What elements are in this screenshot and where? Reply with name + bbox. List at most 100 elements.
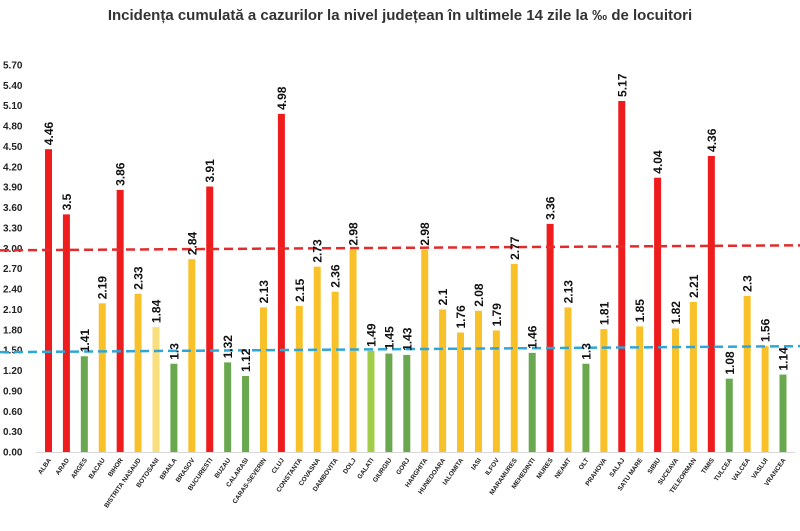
bar-prahova [600,329,608,452]
bar-satu-mare [636,326,644,452]
data-label: 2.19 [96,276,110,300]
x-tick-label: ALBA [37,457,53,476]
bar-vaslui [761,346,769,452]
y-tick-label: 4.50 [3,142,23,153]
data-label: 4.04 [651,150,665,174]
bar-valcea [743,295,751,452]
data-label: 2.36 [329,264,343,288]
y-tick-label: 5.40 [3,81,23,92]
bar-salaj [618,100,626,453]
bar-sibiu [654,177,662,452]
bar-timis [707,155,715,452]
bar-constanta [295,306,303,452]
bar-ilfov [492,330,500,452]
bar-arad [62,214,70,452]
bar-mures [546,223,554,452]
data-label: 2.33 [132,266,146,290]
bar-calarasi [242,375,250,452]
x-tick-label: CLUJ [271,457,287,475]
x-tick-label: CARAS-SEVERIN [232,457,269,505]
y-tick-label: 0.60 [3,407,23,418]
bar-olt [582,363,590,452]
bar-hunedoara [439,309,447,452]
bar-covasna [313,266,321,452]
x-tick-label: TIMIS [700,457,716,476]
data-label: 1.3 [579,343,593,360]
bar-bucuresti [206,186,214,452]
y-tick-label: 3.60 [3,203,23,214]
y-tick-label: 1.80 [3,325,23,336]
data-label: 2.77 [508,236,522,260]
data-label: 1.08 [723,351,737,375]
bar-arges [80,356,88,452]
bar-suceava [672,328,680,452]
x-tick-label: DOLJ [342,457,358,476]
bar-botosani [152,327,160,452]
bar-mehedinti [528,352,536,452]
x-tick-label: BUZAU [214,457,233,480]
data-label: 2.98 [418,222,432,246]
data-label: 1.3 [167,343,181,360]
bar-dambovita [331,291,339,452]
x-tick-label: ARAD [55,457,72,477]
x-tick-label: IASI [470,457,483,472]
y-tick-label: 2.10 [3,305,23,316]
y-tick-label: 3.00 [3,244,23,255]
data-label: 1.84 [149,299,163,323]
data-label: 1.49 [364,323,378,347]
data-label: 1.56 [759,318,773,342]
bar-bihor [116,189,124,452]
data-label: 4.46 [42,122,56,146]
data-label: 1.41 [78,329,92,353]
bar-neamt [564,307,572,452]
data-label: 1.45 [382,326,396,350]
data-label: 1.46 [526,325,540,349]
x-tick-label: SALAJ [608,457,626,479]
bar-alba [45,149,52,453]
bar-giurgiu [385,353,393,452]
y-tick-label: 0.90 [3,386,23,397]
x-tick-label: ILFOV [484,457,501,477]
bar-gorj [403,354,411,452]
y-tick-label: 3.30 [3,223,23,234]
data-label: 1.79 [490,303,504,327]
data-label: 3.91 [203,159,217,183]
reference-line-red [0,244,800,252]
y-tick-label: 0.30 [3,427,23,438]
bar-maramures [510,263,518,452]
data-label: 1.32 [221,335,235,359]
data-label: 2.13 [257,280,271,304]
data-label: 4.36 [705,128,719,152]
data-label: 2.15 [293,278,307,302]
data-label: 2.84 [185,231,199,255]
y-tick-label: 5.70 [3,61,23,72]
y-tick-label: 2.70 [3,264,23,275]
data-label: 1.43 [400,327,414,351]
bar-iasi [474,310,482,452]
bar-ialomita [457,332,465,452]
data-label: 2.13 [562,280,576,304]
data-label: 2.73 [311,239,325,263]
data-label: 1.12 [239,348,253,372]
x-tick-label: OLT [578,457,591,471]
bar-galati [367,350,375,452]
bar-harghita [421,249,429,452]
x-tick-label: BIHOR [107,457,125,478]
x-tick-label: MURES [536,457,556,481]
y-tick-label: 5.10 [3,101,23,112]
bar-caras-severin [259,307,267,452]
x-tick-label: VALCEA [731,457,752,483]
y-tick-label: 1.20 [3,366,23,377]
chart-title: Incidența cumulată a cazurilor la nivel … [107,7,693,24]
data-label: 1.81 [597,301,611,325]
data-label: 1.14 [777,347,791,371]
y-tick-label: 1.50 [3,346,23,357]
bar-bistrita-nasaud [134,293,142,452]
data-label: 3.86 [114,162,128,186]
data-label: 1.85 [633,299,647,323]
bar-brasov [188,259,196,452]
bar-tulcea [725,378,733,452]
bar-vrancea [779,374,787,452]
data-label: 5.17 [615,73,629,97]
